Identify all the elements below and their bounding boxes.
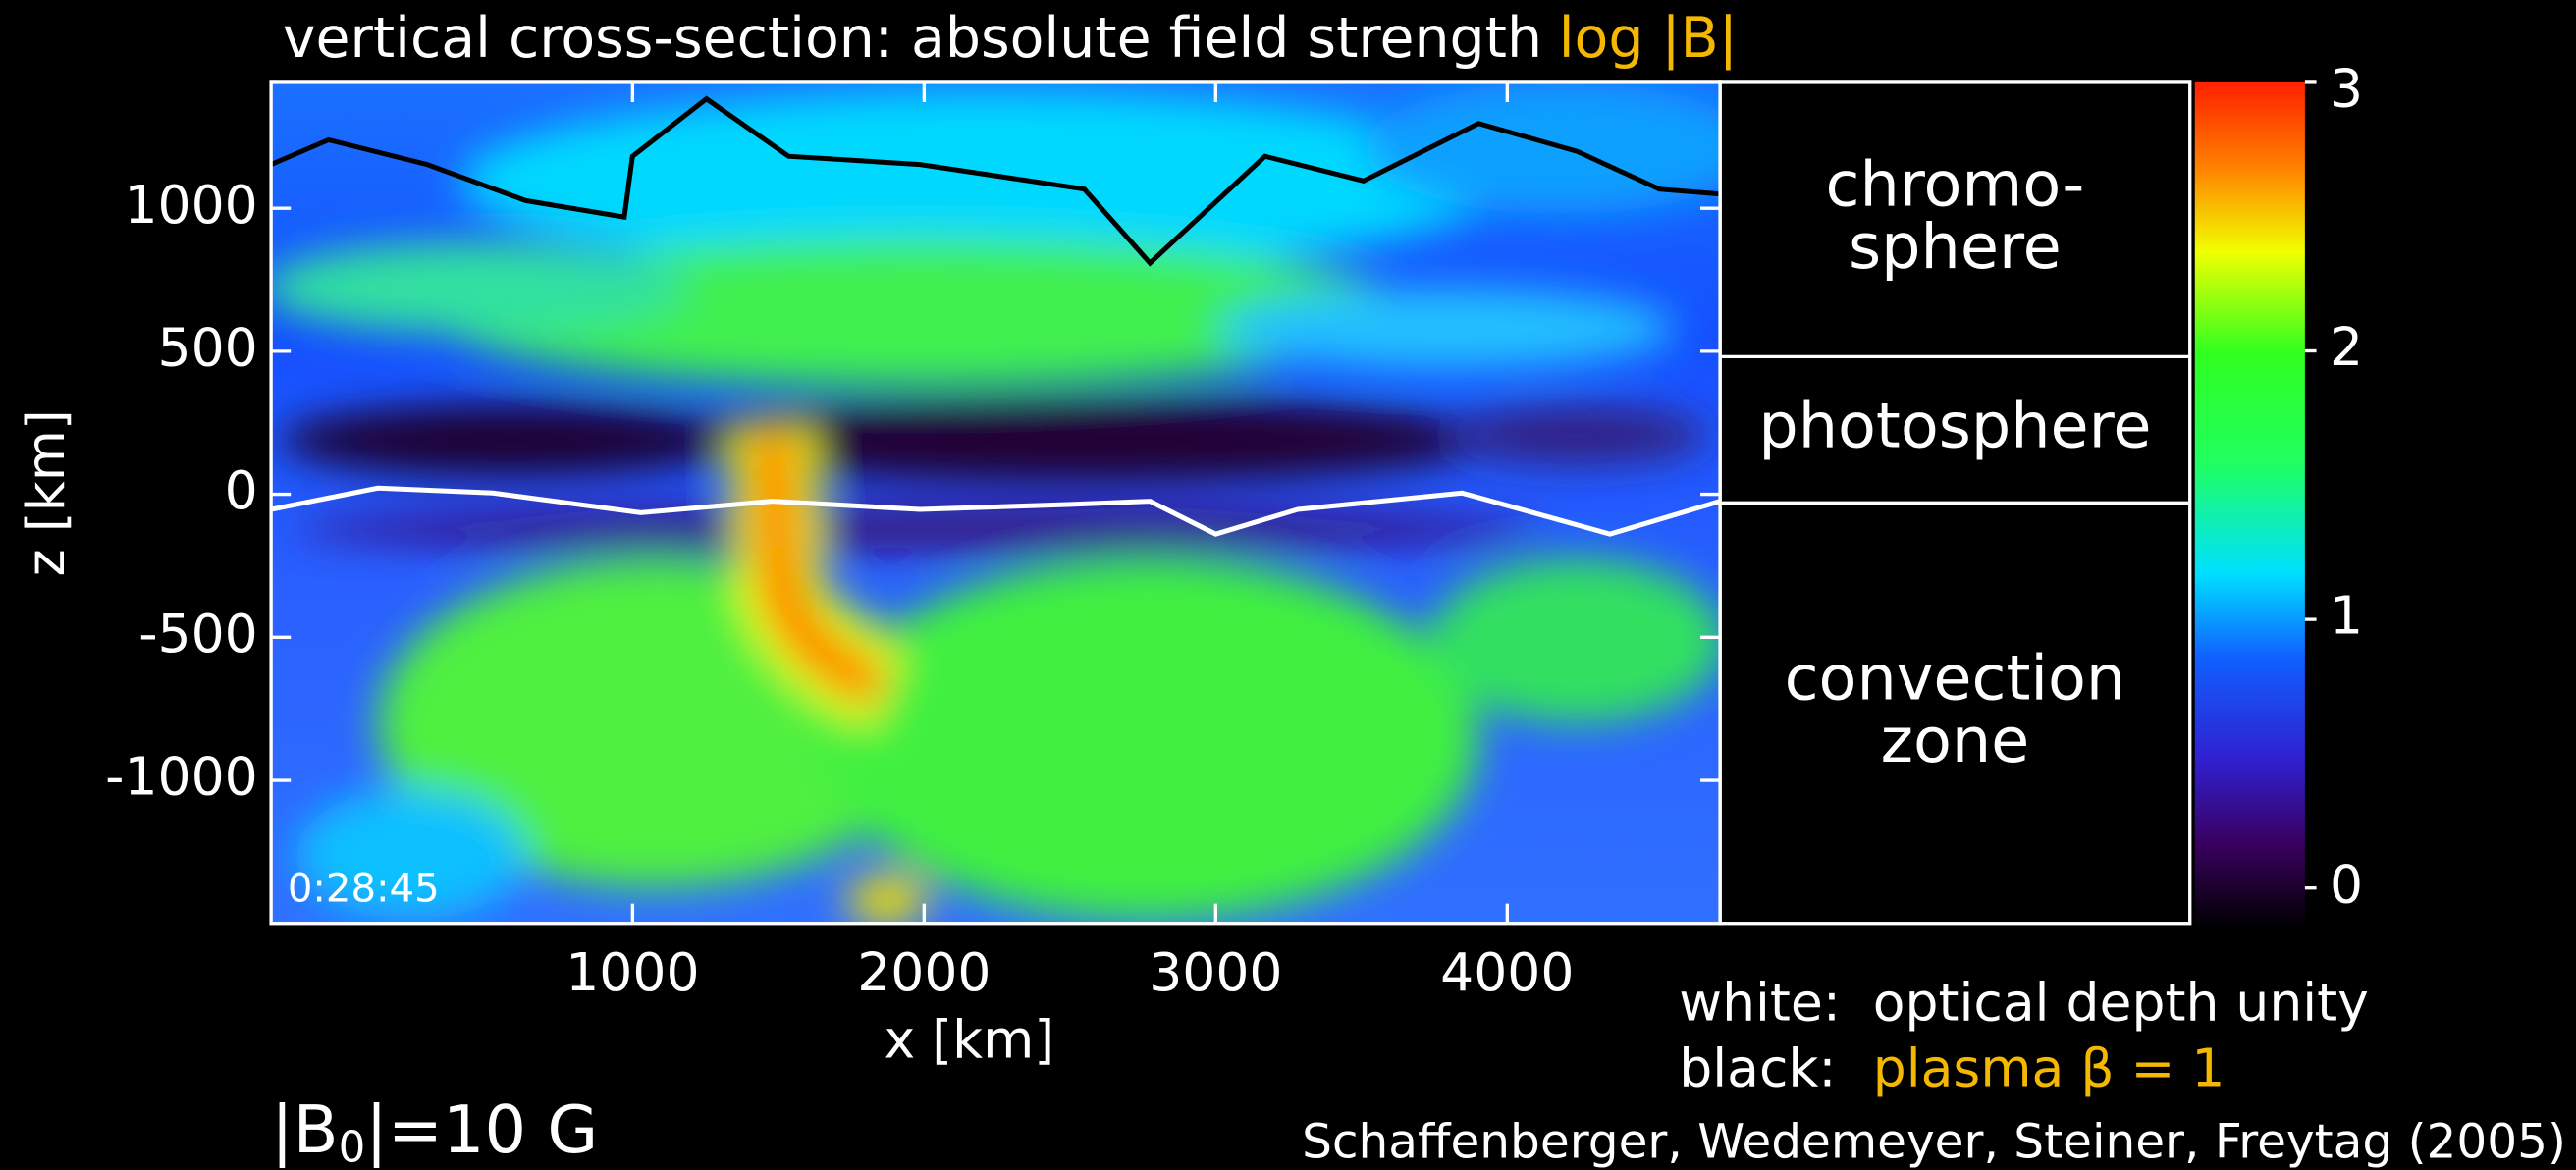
field-sub: 0 xyxy=(339,1123,366,1170)
zone-label: chromo- xyxy=(1826,147,2085,220)
tau-contour xyxy=(271,485,1721,537)
title-highlight: log |B| xyxy=(1559,6,1738,71)
y-tick-label: -500 xyxy=(138,603,258,665)
timestamp: 0:28:45 xyxy=(288,866,440,911)
zone-label: photosphere xyxy=(1758,389,2151,461)
title: vertical cross-section: absolute field s… xyxy=(283,6,1738,71)
colorbar-tick-label: 3 xyxy=(2330,58,2363,120)
colorbar xyxy=(2194,81,2305,929)
x-tick-label: 4000 xyxy=(1440,941,1574,1003)
field-suffix: |=10 G xyxy=(365,1090,598,1167)
colorbar-tick-label: 1 xyxy=(2330,585,2363,647)
y-tick-label: 1000 xyxy=(124,174,257,236)
y-axis-label: z [km] xyxy=(15,409,77,576)
x-tick-label: 3000 xyxy=(1149,941,1282,1003)
colorbar-tick-label: 2 xyxy=(2330,316,2363,378)
zone-label: sphere xyxy=(1849,210,2062,283)
legend-line: black: plasma β = 1 xyxy=(1679,1037,2225,1098)
y-tick-label: 500 xyxy=(158,317,258,379)
beta-contour xyxy=(271,95,1721,267)
legend-key: white: xyxy=(1679,971,1841,1033)
y-tick-label: 0 xyxy=(225,459,258,521)
field-label: |B0|=10 G xyxy=(271,1090,598,1170)
x-tick-label: 2000 xyxy=(857,941,991,1003)
zone-label: zone xyxy=(1881,704,2030,776)
legend-text: plasma β = 1 xyxy=(1873,1037,2226,1098)
title-text: vertical cross-section: absolute field s… xyxy=(283,6,1542,71)
field-prefix: |B xyxy=(271,1090,338,1167)
legend-line: white: optical depth unity xyxy=(1679,971,2369,1033)
heatmap xyxy=(271,81,1721,924)
legend-text: optical depth unity xyxy=(1873,971,2369,1033)
zone-label: convection xyxy=(1785,641,2126,714)
citation: Schaffenberger, Wedemeyer, Steiner, Frey… xyxy=(1302,1115,2566,1170)
x-axis-label: x [km] xyxy=(885,1009,1055,1071)
legend-key: black: xyxy=(1679,1037,1836,1098)
y-tick-label: -1000 xyxy=(105,746,258,808)
colorbar-tick-label: 0 xyxy=(2330,853,2363,915)
x-tick-label: 1000 xyxy=(565,941,699,1003)
